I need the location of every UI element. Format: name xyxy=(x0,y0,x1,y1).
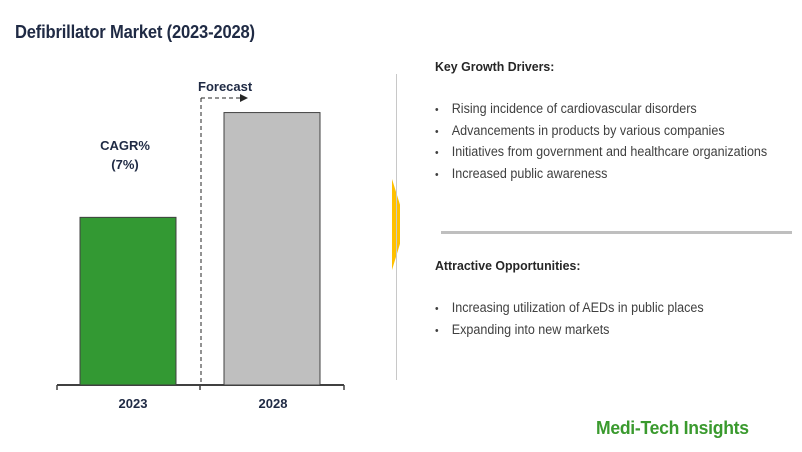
growth-drivers-heading: Key Growth Drivers: xyxy=(435,59,555,74)
list-item: • Expanding into new markets xyxy=(435,319,704,341)
growth-drivers-list: • Rising incidence of cardiovascular diso… xyxy=(435,98,792,184)
bullet-icon: • xyxy=(435,168,439,181)
opportunities-heading: Attractive Opportunities: xyxy=(435,258,581,273)
horizontal-divider xyxy=(441,231,792,234)
cagr-label: CAGR% xyxy=(100,138,150,153)
bullet-icon: • xyxy=(435,104,439,116)
brand-logo: Medi-Tech Insights xyxy=(596,417,749,438)
bar-2028 xyxy=(223,112,321,386)
bullet-icon: • xyxy=(435,147,439,159)
list-item: • Advancements in products by various com… xyxy=(435,120,767,142)
list-item: • Increased public awareness xyxy=(435,163,767,185)
page-title: Defibrillator Market (2023-2028) xyxy=(15,22,255,42)
list-item: • Increasing utilization of AEDs in publi… xyxy=(435,297,704,319)
forecast-arrow-head xyxy=(240,94,248,102)
x-tick-label-2023: 2023 xyxy=(119,396,148,411)
list-item: • Initiatives from government and healthc… xyxy=(435,141,767,163)
cagr-value: (7%) xyxy=(111,157,138,172)
x-tick-label-2028: 2028 xyxy=(259,396,288,411)
bar-2023 xyxy=(79,216,177,386)
forecast-label: Forecast xyxy=(198,79,253,94)
bullet-icon: • xyxy=(435,125,439,138)
bar-chart: Forecast CAGR% (7%) 2023 2028 xyxy=(56,79,400,411)
opportunities-list: • Increasing utilization of AEDs in publi… xyxy=(435,297,724,340)
bullet-icon: • xyxy=(435,324,439,337)
list-item: • Rising incidence of cardiovascular diso… xyxy=(435,98,767,120)
bullet-icon: • xyxy=(435,303,439,315)
vertical-divider xyxy=(396,74,397,380)
